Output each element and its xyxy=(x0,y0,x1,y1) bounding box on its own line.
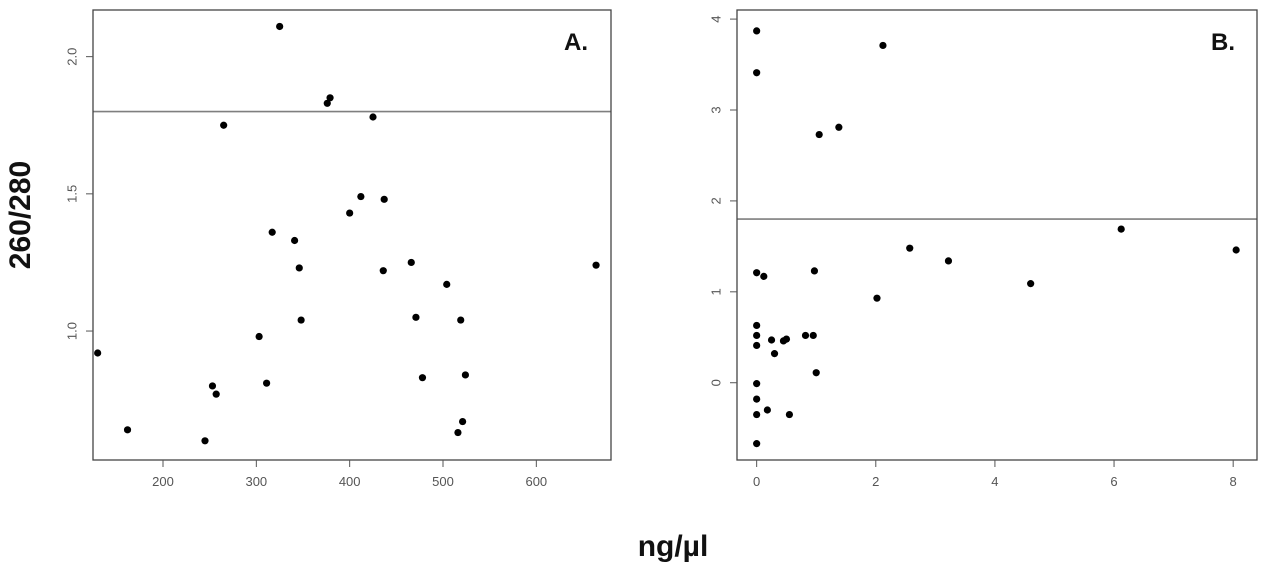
data-point xyxy=(461,371,469,379)
data-point xyxy=(94,349,102,357)
y-tick-label: 3 xyxy=(709,106,724,113)
panel-a: 200 300 400 500 600 1.0 1.5 2.0 A. xyxy=(65,9,612,489)
data-point xyxy=(753,341,761,350)
x-axis: 200 300 400 500 600 xyxy=(152,460,547,489)
y-tick-label: 1 xyxy=(709,288,724,295)
y-tick-label: 2 xyxy=(709,197,724,204)
data-point xyxy=(879,41,887,50)
data-point xyxy=(268,228,276,236)
data-point xyxy=(369,113,377,121)
data-point xyxy=(760,272,768,280)
data-point xyxy=(220,121,228,129)
data-point xyxy=(346,209,354,217)
data-point xyxy=(753,395,761,403)
data-point xyxy=(1117,225,1125,233)
data-point xyxy=(457,316,465,324)
data-point xyxy=(753,331,761,340)
y-tick-label: 1.0 xyxy=(65,322,80,340)
x-tick-label: 4 xyxy=(991,474,998,489)
data-point xyxy=(295,264,303,272)
data-point xyxy=(357,192,365,201)
data-point xyxy=(753,410,761,419)
data-point xyxy=(753,27,761,35)
data-point xyxy=(297,316,305,324)
data-point xyxy=(201,437,209,445)
data-point xyxy=(212,390,220,398)
panel-b: 0 2 4 6 8 0 1 2 3 4 B. xyxy=(709,9,1258,489)
data-point xyxy=(770,350,779,358)
y-tick-label: 4 xyxy=(709,15,724,22)
data-point xyxy=(753,380,761,388)
data-point xyxy=(785,410,794,419)
data-point xyxy=(412,313,420,321)
data-point xyxy=(323,99,331,107)
data-point xyxy=(407,258,415,267)
data-point xyxy=(592,261,600,269)
data-point xyxy=(379,267,387,275)
data-point xyxy=(443,280,451,288)
data-point xyxy=(873,294,881,302)
data-point xyxy=(454,428,462,437)
data-point xyxy=(782,335,791,343)
plot-frame xyxy=(92,9,612,461)
shared-y-axis-title: 260/280 xyxy=(4,161,37,269)
x-tick-label: 200 xyxy=(152,474,174,489)
data-point xyxy=(801,331,810,340)
data-point xyxy=(208,382,217,390)
points-group xyxy=(753,27,1240,448)
data-point xyxy=(1027,280,1035,288)
shared-x-axis-title: ng/µl xyxy=(638,530,709,563)
x-axis: 0 2 4 6 8 xyxy=(753,460,1237,489)
data-point xyxy=(326,94,334,102)
data-point xyxy=(380,195,388,203)
data-point xyxy=(763,406,771,414)
y-axis: 0 1 2 3 4 xyxy=(709,15,737,386)
y-tick-label: 0 xyxy=(709,379,724,386)
x-tick-label: 6 xyxy=(1110,474,1117,489)
data-point xyxy=(291,236,299,245)
data-point xyxy=(809,331,817,340)
data-point xyxy=(753,321,761,330)
y-tick-label: 1.5 xyxy=(65,185,80,203)
data-point xyxy=(753,69,761,77)
data-point xyxy=(276,22,284,31)
data-point xyxy=(812,369,820,377)
data-point xyxy=(123,426,132,434)
data-point xyxy=(944,257,953,265)
data-point xyxy=(459,417,467,426)
x-tick-label: 0 xyxy=(753,474,760,489)
data-point xyxy=(815,130,823,139)
x-tick-label: 8 xyxy=(1230,474,1237,489)
panel-label: B. xyxy=(1211,29,1235,56)
data-point xyxy=(1232,246,1240,254)
x-tick-label: 300 xyxy=(245,474,267,489)
data-point xyxy=(767,336,776,344)
data-point xyxy=(810,267,819,275)
x-tick-label: 600 xyxy=(525,474,547,489)
x-tick-label: 500 xyxy=(432,474,454,489)
data-point xyxy=(255,332,263,341)
x-tick-label: 400 xyxy=(339,474,361,489)
data-point xyxy=(263,379,271,387)
panel-label: A. xyxy=(564,29,588,56)
data-point xyxy=(835,123,843,131)
x-tick-label: 2 xyxy=(872,474,879,489)
data-point xyxy=(753,269,761,277)
plot-frame xyxy=(736,9,1258,461)
y-axis: 1.0 1.5 2.0 xyxy=(65,48,93,340)
y-tick-label: 2.0 xyxy=(65,48,80,66)
points-group xyxy=(94,22,600,445)
data-point xyxy=(906,244,914,252)
data-point xyxy=(753,440,761,448)
data-point xyxy=(418,374,427,382)
